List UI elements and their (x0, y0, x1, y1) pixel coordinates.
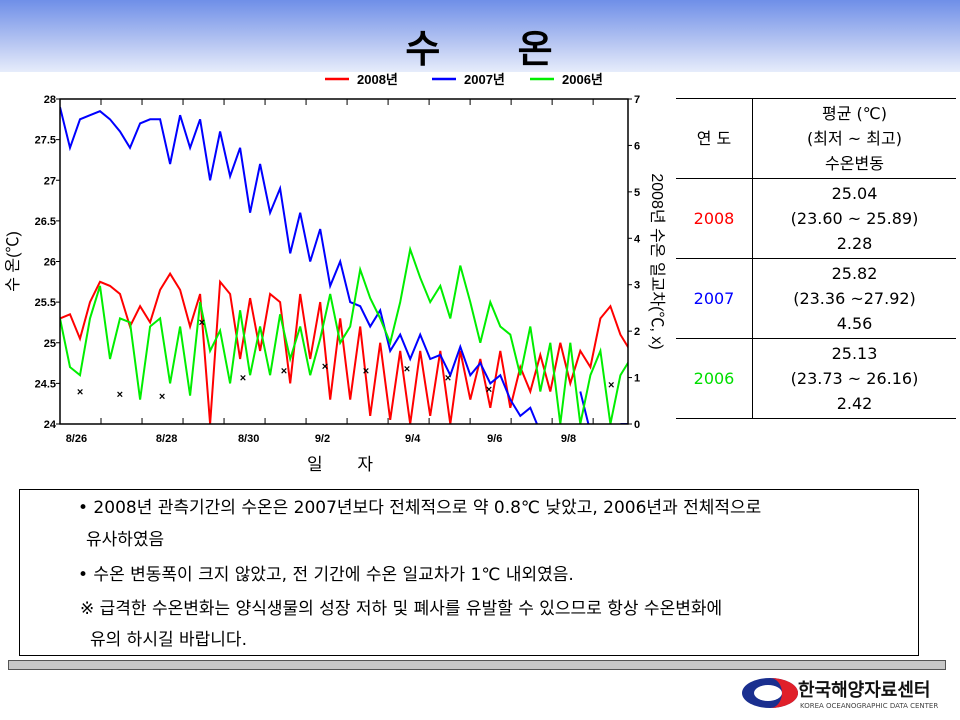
y-tick-label: 24.5 (35, 378, 56, 390)
daily-range-marker: × (404, 363, 410, 375)
table-row: 2008 25.04 (23.60 ~ 25.89) 2.28 (676, 178, 956, 259)
y-tick-label: 26 (44, 257, 56, 269)
daily-range-marker: × (281, 366, 287, 378)
variation: 2.28 (836, 234, 873, 253)
table-row: 2006 25.13 (23.73 ~ 26.16) 2.42 (676, 338, 956, 419)
note-line: • 2008년 관측기간의 수온은 2007년보다 전체적으로 약 0.8℃ 낮… (78, 498, 762, 518)
series-line-2007년 (60, 106, 628, 424)
mean: 25.04 (831, 184, 878, 203)
notes-box: • 2008년 관측기간의 수온은 2007년보다 전체적으로 약 0.8℃ 낮… (19, 489, 919, 656)
stat-header-range: (최저 ~ 최고) (807, 129, 902, 148)
x-tick-label: 9/8 (561, 433, 576, 445)
y2-tick-label: 0 (634, 419, 640, 431)
legend-label: 2007년 (464, 72, 505, 87)
daily-range-marker: × (363, 366, 369, 378)
daily-range-marker: × (445, 373, 451, 385)
stats-table: 연 도 평균 (℃) (최저 ~ 최고) 수온변동 2008 25.04 (23.60… (676, 98, 956, 419)
legend: 2008년 2007년 2006년 (325, 72, 603, 87)
y2-tick-label: 1 (634, 373, 640, 385)
logo-name: 한국해양자료센터 (798, 680, 931, 701)
note-line: • 수온 변동폭이 크지 않았고, 전 기간에 수온 일교차가 1℃ 내외였음. (78, 565, 574, 585)
y-tick-label: 25 (44, 338, 56, 350)
y-tick-label: 28 (44, 94, 56, 106)
y2-tick-label: 7 (634, 94, 640, 106)
x-tick-label: 8/30 (238, 433, 259, 445)
x-tick-label: 9/2 (315, 433, 330, 445)
mean: 25.82 (831, 264, 878, 283)
table-row: 2007 25.82 (23.36 ~27.92) 4.56 (676, 258, 956, 339)
footer-bar (8, 660, 946, 670)
year-cell: 2006 (676, 338, 753, 419)
variation: 4.56 (836, 314, 873, 333)
series-line-2008년 (60, 271, 628, 424)
year-cell: 2008 (676, 178, 753, 259)
legend-label: 2008년 (357, 72, 398, 87)
x-tick-label: 8/28 (156, 433, 177, 445)
daily-range-marker: × (159, 391, 165, 403)
variation: 2.42 (836, 394, 873, 413)
y-tick-label: 25.5 (35, 297, 56, 309)
range: (23.73 ~ 26.16) (790, 369, 919, 388)
daily-range-marker: × (117, 389, 123, 401)
x-tick-label: 8/26 (66, 433, 87, 445)
series-line-2006년 (60, 245, 628, 424)
mean: 25.13 (831, 344, 878, 363)
daily-range-marker: × (240, 373, 246, 385)
y2-axis-label: 2008년 수온 일교차(℃, x) (648, 173, 666, 349)
x-axis-label: 일 자 (307, 455, 373, 474)
daily-range-marker: × (77, 387, 83, 399)
note-line: ※ 급격한 수온변화는 양식생물의 성장 저하 및 폐사를 유발할 수 있으므로… (80, 599, 723, 619)
year-header: 연 도 (676, 98, 753, 179)
note-line: 유의 하시길 바랍니다. (90, 630, 247, 650)
range: (23.60 ~ 25.89) (790, 209, 919, 228)
y-tick-label: 27 (44, 175, 56, 187)
y2-tick-label: 4 (634, 233, 641, 245)
legend-label: 2006년 (562, 72, 603, 87)
y2-tick-label: 3 (634, 280, 640, 292)
year-cell: 2007 (676, 258, 753, 339)
daily-range-marker: × (486, 384, 492, 396)
daily-range-marker: × (608, 380, 614, 392)
y-tick-label: 27.5 (35, 135, 56, 147)
stat-header-var: 수온변동 (825, 154, 884, 173)
daily-range-marker: × (199, 317, 205, 329)
x-tick-label: 9/6 (487, 433, 502, 445)
x-tick-label: 9/4 (405, 433, 421, 445)
note-line: 유사하였음 (86, 530, 165, 550)
logo-subtitle: KOREA OCEANOGRAPHIC DATA CENTER (800, 702, 939, 710)
page-title: 수 온 (405, 27, 555, 71)
daily-range-marker: × (322, 361, 328, 373)
header-banner (0, 0, 960, 72)
y-tick-label: 24 (44, 419, 57, 431)
y2-tick-label: 6 (634, 140, 640, 152)
range: (23.36 ~27.92) (793, 289, 916, 308)
y-axis-label: 수 온(℃) (4, 231, 22, 292)
stat-header-mean: 평균 (℃) (822, 104, 887, 123)
kodc-emblem-icon (742, 678, 798, 708)
temperature-chart: 2008년 2007년 2006년 × × × × × × × × × × × × 8/26 8/28 8/30… (4, 72, 666, 474)
kodc-logo: 한국해양자료센터 KOREA OCEANOGRAPHIC DATA CENTER (740, 674, 950, 714)
y-tick-label: 26.5 (35, 216, 56, 228)
y2-tick-label: 2 (634, 326, 640, 338)
y2-tick-label: 5 (634, 187, 640, 199)
